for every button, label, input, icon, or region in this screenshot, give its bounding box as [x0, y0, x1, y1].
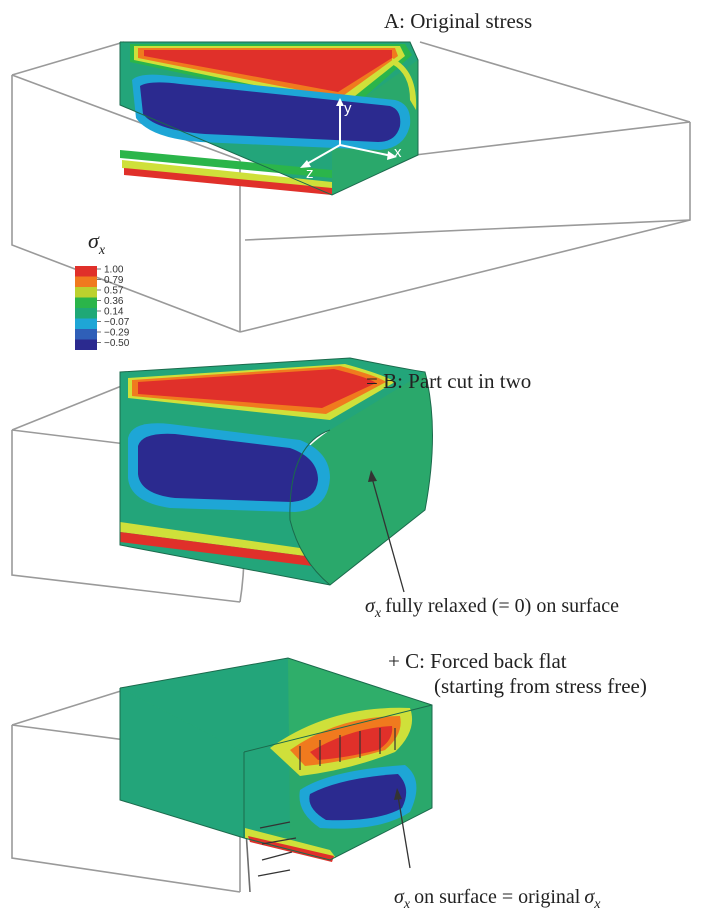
- legend-tick-label: 0.36: [104, 296, 124, 307]
- legend-swatch: [75, 339, 97, 350]
- panel-a-axes: y x z: [300, 98, 402, 182]
- legend-tick-label: −0.29: [104, 328, 130, 339]
- legend-swatch: [75, 287, 97, 298]
- panel-b-block: [119, 357, 433, 586]
- legend-tick-label: 0.57: [104, 286, 124, 297]
- panel-c-note: σx on surface = original σx: [394, 886, 601, 912]
- panel-c-force-arrows: [257, 728, 396, 877]
- panel-c-arrow: [397, 795, 411, 869]
- legend-swatch: [75, 266, 97, 277]
- legend-swatch: [75, 276, 97, 287]
- panel-c-red-zone: [310, 726, 393, 760]
- legend-tick-label: 1.00: [104, 265, 124, 276]
- panel-b-arrow: [371, 477, 405, 593]
- panel-b-cut-surface: [285, 372, 433, 585]
- legend-swatch: [75, 308, 97, 319]
- legend-swatches: 1.000.790.570.360.14−0.07−0.29−0.50: [75, 265, 130, 350]
- panel-b-title: = B: Part cut in two: [366, 369, 531, 393]
- axis-label-z: z: [306, 165, 314, 182]
- panel-a-block: [119, 41, 419, 196]
- panel-b-note: σx fully relaxed (= 0) on surface: [365, 595, 619, 621]
- panel-c: + C: Forced back flat (starting from str…: [11, 649, 647, 912]
- legend-swatch: [75, 329, 97, 340]
- legend-tick-label: −0.07: [104, 317, 130, 328]
- panel-b: = B: Part cut in two σx fully relaxed (= …: [11, 357, 619, 621]
- panel-c-title-line2: (starting from stress free): [434, 674, 647, 698]
- panel-a: y x z A: Original stress: [11, 9, 691, 333]
- panel-c-block: [119, 657, 433, 862]
- panel-a-wireframe: [11, 41, 691, 333]
- axis-label-y: y: [344, 100, 352, 117]
- panel-a-red-zone: [144, 50, 392, 92]
- legend-tick-label: −0.50: [104, 338, 130, 349]
- axis-label-x: x: [394, 144, 402, 161]
- legend-swatch: [75, 297, 97, 308]
- legend: σx 1.000.790.570.360.14−0.07−0.29−0.50: [75, 228, 130, 350]
- panel-b-red-zone: [138, 369, 376, 408]
- legend-tick-label: 0.14: [104, 307, 124, 318]
- legend-symbol: σx: [88, 228, 106, 258]
- panel-c-title-line1: + C: Forced back flat: [388, 649, 567, 673]
- legend-swatch: [75, 318, 97, 329]
- panel-a-title: A: Original stress: [384, 9, 532, 33]
- legend-tick-label: 0.79: [104, 275, 124, 286]
